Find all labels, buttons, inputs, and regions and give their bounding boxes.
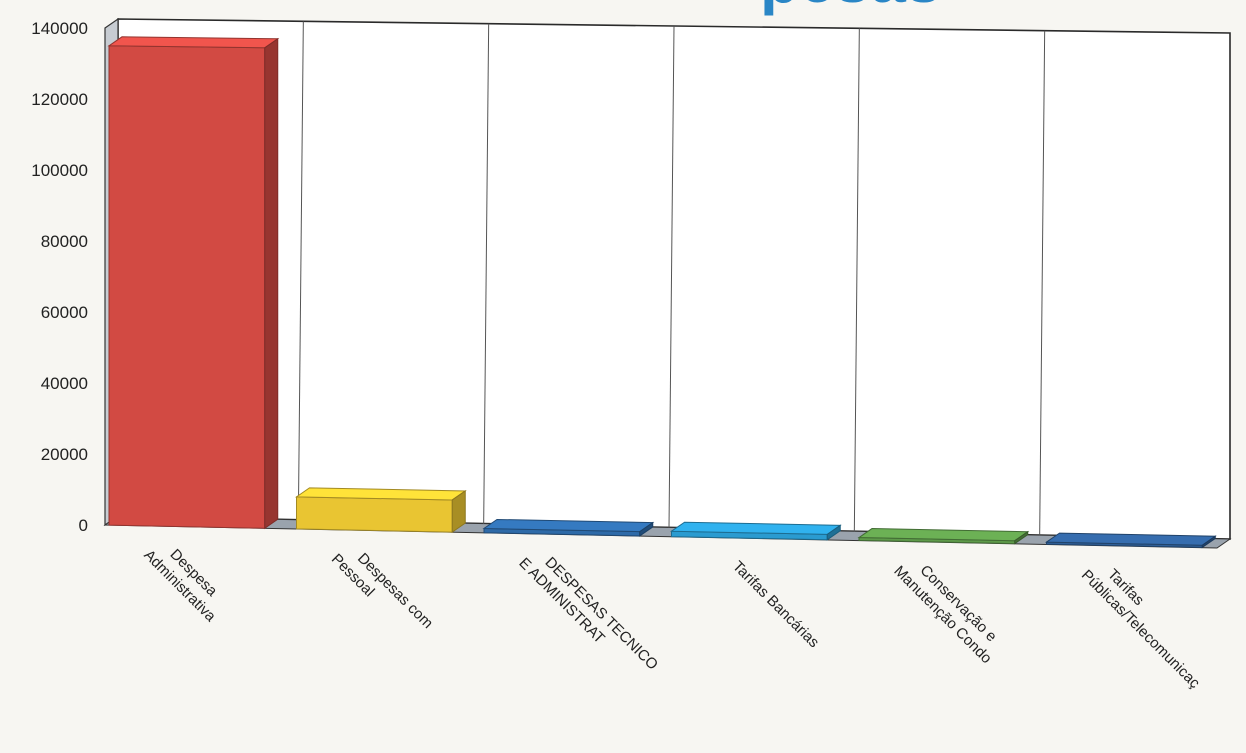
bar — [482, 518, 655, 537]
x-tick-label: DespesaAdministrativa — [140, 533, 233, 626]
y-axis: 0 20000 40000 60000 80000 100000 120000 140000 — [31, 19, 88, 535]
bars — [107, 36, 1217, 549]
grid-line — [668, 26, 675, 528]
y-tick-label: 140000 — [31, 19, 88, 38]
chart-title-fragment: pesas — [760, 0, 941, 16]
bar-side — [1014, 530, 1029, 545]
bar-side — [451, 490, 466, 534]
x-tick-label: Tarifas Bancárias — [729, 558, 822, 651]
y-tick-label: 0 — [79, 516, 88, 535]
bar — [107, 36, 280, 530]
x-axis-labels: DespesaAdministrativa Despesas comPessoal… — [140, 533, 1217, 692]
bar-front — [296, 496, 453, 533]
bar-front — [108, 45, 266, 529]
y-tick-label: 40000 — [41, 374, 88, 393]
bar-side — [639, 521, 654, 537]
bar — [857, 528, 1030, 545]
y-tick-label: 20000 — [41, 445, 88, 464]
y-tick-label: 60000 — [41, 303, 88, 322]
grid-line — [853, 28, 860, 532]
plot-background — [117, 18, 1231, 540]
y-tick-label: 120000 — [31, 90, 88, 109]
bar-side — [264, 37, 279, 530]
bar — [294, 487, 467, 534]
grid-line — [1039, 30, 1046, 536]
grid-line — [297, 21, 304, 521]
bar — [1044, 532, 1217, 549]
y-tick-label: 100000 — [31, 161, 88, 180]
x-tick-label: Despesas comPessoal — [328, 537, 436, 645]
x-tick-label: TarifasPúblicas/Telecomunicaç — [1078, 553, 1217, 692]
bar-top — [107, 36, 280, 49]
x-tick-label: DESPESAS TECNICOE ADMINISTRAT — [515, 541, 661, 687]
bar — [669, 521, 842, 541]
x-tick-label: Conservação eManutenção Condo — [890, 549, 1008, 667]
y-tick-label: 80000 — [41, 232, 88, 251]
grid-line — [483, 23, 490, 524]
bar-side — [826, 524, 841, 541]
bar-side — [1201, 535, 1216, 549]
